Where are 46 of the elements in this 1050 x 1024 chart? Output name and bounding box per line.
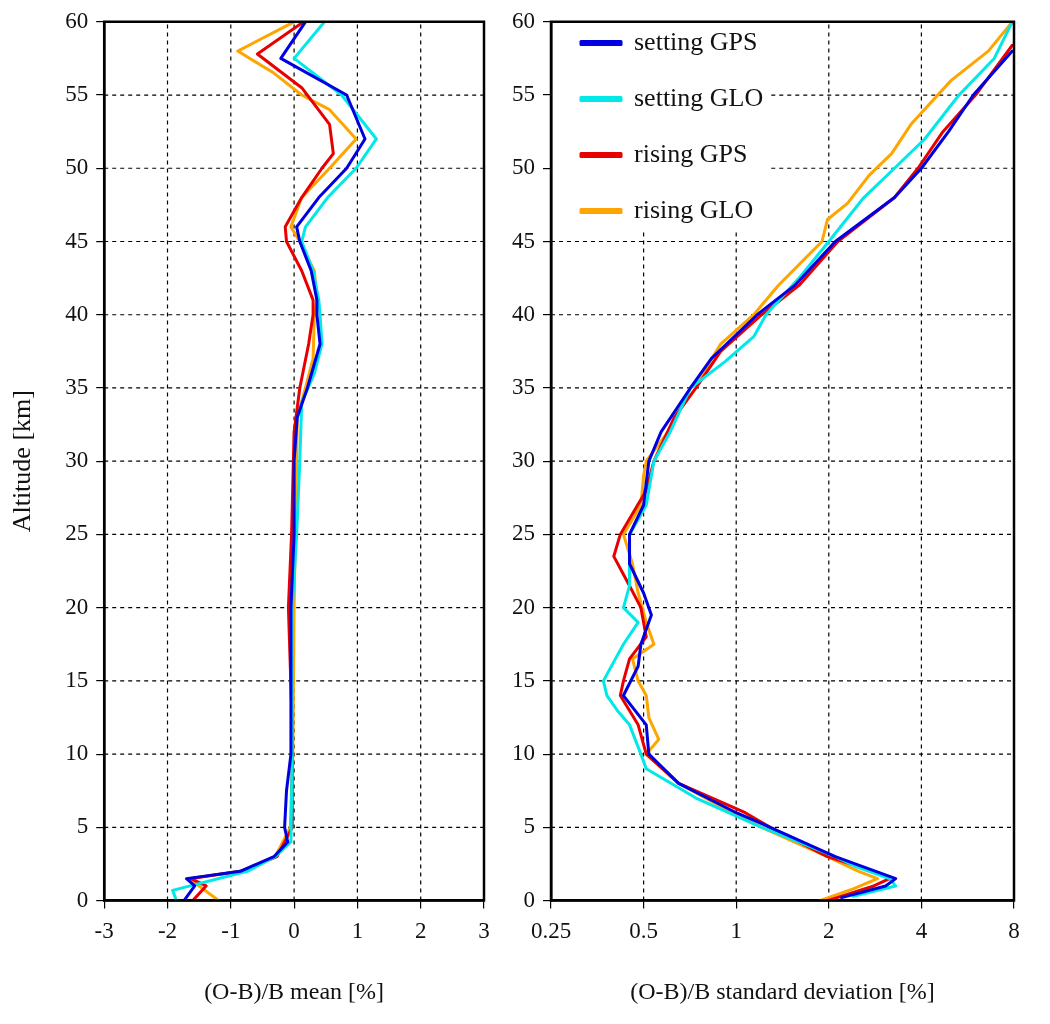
y-tick-label: 60	[512, 7, 535, 33]
x-tick-label: 0	[288, 918, 300, 944]
y-tick-label: 35	[512, 374, 535, 400]
y-tick-label: 40	[65, 300, 89, 326]
legend-label: setting GLO	[634, 82, 764, 112]
legend-label: rising GPS	[634, 138, 748, 168]
y-tick-label: 50	[65, 154, 89, 180]
y-tick-label: 30	[512, 447, 535, 473]
y-axis-title: Altitude [km]	[7, 390, 37, 533]
y-tick-label: 25	[512, 520, 535, 546]
y-tick-label: 5	[76, 813, 89, 839]
y-tick-label: 50	[512, 154, 535, 180]
y-tick-label: 55	[512, 81, 535, 107]
x-tick-label: 0.25	[530, 918, 572, 944]
y-tick-label: 15	[65, 666, 89, 692]
y-tick-label: 20	[65, 593, 89, 619]
y-tick-label: 35	[65, 374, 89, 400]
y-tick-label: 15	[512, 666, 535, 692]
x-tick-label: 2	[823, 918, 835, 944]
x-tick-label: -1	[221, 918, 241, 944]
x-tick-label: 1	[351, 918, 364, 944]
legend-label: rising GLO	[634, 194, 754, 224]
x-tick-label: -2	[157, 918, 178, 944]
y-tick-label: 0	[76, 886, 89, 912]
y-tick-label: 20	[512, 593, 535, 619]
y-tick-label: 30	[65, 447, 89, 473]
y-tick-label: 60	[65, 7, 89, 33]
y-tick-label: 55	[65, 81, 89, 107]
y-tick-label: 40	[512, 300, 535, 326]
x-tick-label: -3	[94, 918, 114, 944]
x-tick-label: 3	[478, 918, 490, 944]
x-tick-label: 1	[730, 918, 742, 944]
y-tick-label: 45	[65, 227, 89, 253]
x-tick-label: 2	[414, 918, 427, 944]
y-tick-label: 5	[523, 813, 535, 839]
x-tick-label: 4	[915, 918, 928, 944]
legend-label: setting GPS	[634, 26, 758, 56]
x-tick-label: 8	[1008, 918, 1020, 944]
x-tick-label: 0.5	[629, 918, 658, 944]
y-tick-label: 0	[523, 886, 535, 912]
y-tick-label: 10	[512, 740, 535, 766]
y-tick-label: 45	[512, 227, 535, 253]
y-tick-label: 10	[65, 740, 89, 766]
y-tick-label: 25	[65, 520, 89, 546]
x-axis-title: (O-B)/B standard deviation [%]	[630, 977, 935, 1004]
x-axis-title: (O-B)/B mean [%]	[204, 977, 385, 1004]
